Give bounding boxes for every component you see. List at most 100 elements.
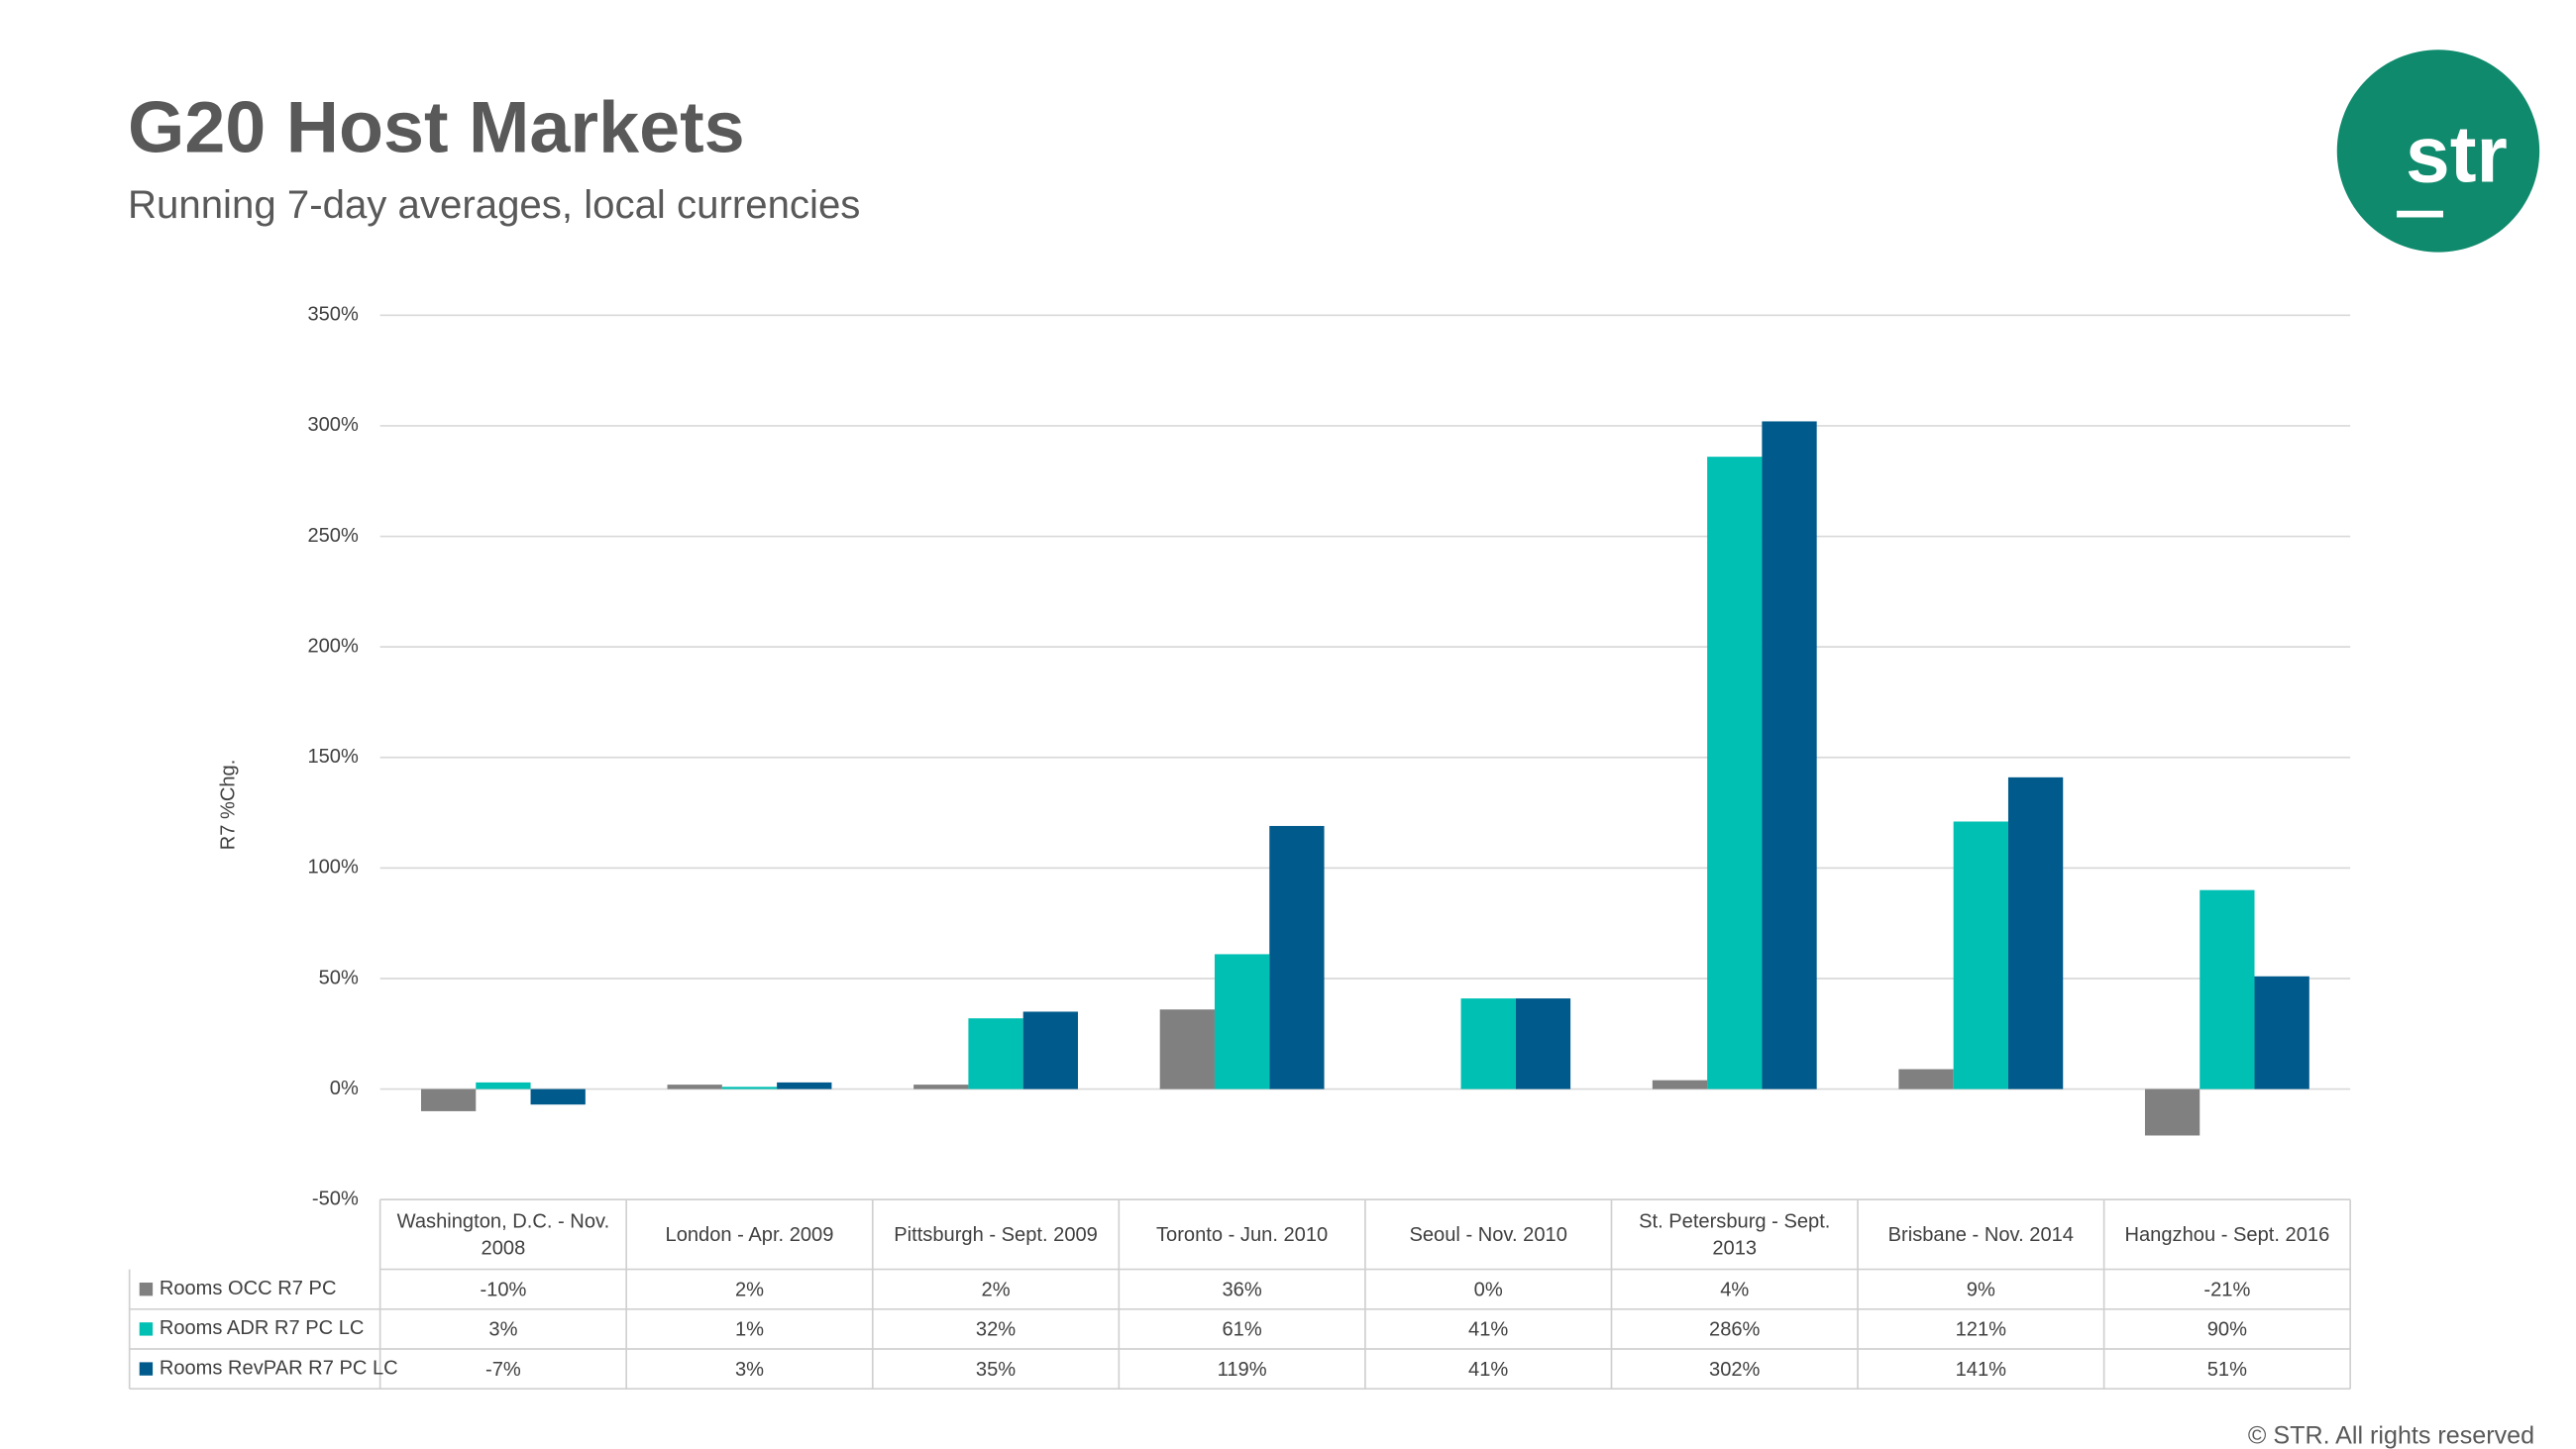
data-label: 36% bbox=[1222, 1277, 1262, 1301]
bar bbox=[1269, 825, 1325, 1089]
x-tick-label-box: Seoul - Nov. 2010 bbox=[1409, 1222, 1567, 1246]
bar bbox=[968, 1018, 1023, 1089]
bar bbox=[1898, 1069, 1954, 1089]
y-tick-label: 200% bbox=[307, 635, 359, 657]
data-label-box: 36% bbox=[1222, 1277, 1262, 1301]
data-label-box: 119% bbox=[1217, 1357, 1267, 1381]
bar bbox=[2144, 1088, 2200, 1136]
bar bbox=[2007, 776, 2064, 1089]
bar bbox=[721, 1087, 778, 1089]
logo-underline bbox=[2397, 210, 2443, 218]
data-label-box: 286% bbox=[1709, 1317, 1760, 1340]
data-label-box: 61% bbox=[1222, 1316, 1262, 1341]
x-tick-label-box: Hangzhou - Sept. 2016 bbox=[2124, 1222, 2330, 1246]
data-label-box: 0% bbox=[1473, 1277, 1503, 1301]
bar bbox=[1707, 457, 1763, 1089]
data-label-box: -7% bbox=[485, 1357, 521, 1381]
y-tick-label: 350% bbox=[307, 304, 359, 326]
bar bbox=[2200, 889, 2255, 1089]
x-tick-label-box: Brisbane - Nov. 2014 bbox=[1887, 1222, 2074, 1246]
data-label: 141% bbox=[1955, 1357, 2007, 1381]
x-tick-label-box: Pittsburgh - Sept. 2009 bbox=[894, 1222, 1098, 1246]
data-label: 41% bbox=[1468, 1316, 1509, 1341]
data-label: 61% bbox=[1222, 1316, 1262, 1341]
bar bbox=[530, 1088, 586, 1105]
bar bbox=[476, 1082, 531, 1089]
x-tick-label-box: Washington, D.C. - Nov. 2008 bbox=[396, 1208, 610, 1260]
data-label-box: 41% bbox=[1468, 1316, 1509, 1341]
bar bbox=[1159, 1009, 1215, 1089]
x-tick-label: Toronto - Jun. 2010 bbox=[1156, 1222, 1329, 1246]
legend-swatch bbox=[139, 1282, 154, 1296]
data-label: -7% bbox=[485, 1357, 521, 1381]
data-label: 121% bbox=[1955, 1316, 2007, 1341]
data-label: 3% bbox=[488, 1316, 518, 1341]
bar bbox=[777, 1082, 832, 1089]
logo: str bbox=[2406, 111, 2508, 200]
x-tick-label-box: Toronto - Jun. 2010 bbox=[1156, 1222, 1329, 1246]
data-label: 119% bbox=[1217, 1357, 1267, 1381]
data-label: -10% bbox=[480, 1277, 527, 1301]
data-label: 4% bbox=[1720, 1277, 1750, 1301]
x-tick-label: Brisbane - Nov. 2014 bbox=[1887, 1222, 2074, 1246]
x-tick-label: St. Petersburg - Sept. 2013 bbox=[1639, 1208, 1831, 1260]
x-tick-label: London - Apr. 2009 bbox=[665, 1222, 834, 1246]
data-label-box: 121% bbox=[1955, 1316, 2007, 1341]
data-label: 41% bbox=[1468, 1357, 1509, 1381]
legend-swatch bbox=[139, 1362, 154, 1376]
legend-label: Rooms ADR R7 PC LC bbox=[160, 1317, 365, 1339]
data-label-box: 3% bbox=[734, 1357, 765, 1381]
data-label-box: 35% bbox=[976, 1357, 1016, 1380]
bar bbox=[1460, 998, 1516, 1089]
data-label: 302% bbox=[1709, 1357, 1761, 1381]
legend-swatch bbox=[139, 1322, 154, 1336]
data-label-box: 2% bbox=[734, 1277, 765, 1301]
data-label-box: 90% bbox=[2206, 1316, 2248, 1341]
data-label-box: 4% bbox=[1720, 1277, 1750, 1301]
data-label-box: 1% bbox=[735, 1317, 764, 1340]
x-tick-label: Washington, D.C. - Nov. 2008 bbox=[396, 1208, 610, 1260]
data-label: 0% bbox=[1473, 1277, 1503, 1301]
data-label: 32% bbox=[975, 1316, 1017, 1341]
data-label-box: 3% bbox=[488, 1316, 518, 1341]
x-tick-label: Hangzhou - Sept. 2016 bbox=[2124, 1222, 2330, 1246]
data-label-box: 2% bbox=[981, 1277, 1011, 1301]
x-tick-label-box: St. Petersburg - Sept. 2013 bbox=[1639, 1208, 1831, 1260]
data-label-box: 32% bbox=[975, 1316, 1017, 1341]
logo-circle bbox=[2336, 50, 2540, 253]
data-label: 2% bbox=[981, 1277, 1011, 1301]
y-tick-label: -50% bbox=[312, 1189, 359, 1210]
bar bbox=[2254, 976, 2309, 1089]
x-tick-label: Pittsburgh - Sept. 2009 bbox=[894, 1222, 1098, 1246]
bar bbox=[1652, 1080, 1708, 1089]
chart-subtitle: Running 7-day averages, local currencies bbox=[128, 182, 860, 227]
bar bbox=[913, 1085, 969, 1089]
bar bbox=[1214, 954, 1270, 1089]
data-label-box: 302% bbox=[1709, 1357, 1761, 1381]
bar bbox=[1953, 821, 2008, 1089]
bar bbox=[420, 1088, 477, 1111]
data-label-box: 51% bbox=[2206, 1357, 2248, 1381]
data-label: 51% bbox=[2206, 1357, 2248, 1381]
y-axis-label: R7 %Chg. bbox=[217, 760, 239, 851]
legend-label: Rooms RevPAR R7 PC LC bbox=[160, 1357, 398, 1379]
bar bbox=[1022, 1011, 1078, 1089]
x-tick-label-box: London - Apr. 2009 bbox=[665, 1222, 834, 1246]
data-label-box: -21% bbox=[2203, 1277, 2251, 1301]
data-label-box: 9% bbox=[1966, 1277, 1995, 1301]
bar bbox=[667, 1085, 722, 1089]
data-label: 9% bbox=[1966, 1277, 1995, 1301]
data-label: 3% bbox=[734, 1357, 765, 1381]
y-tick-label: 0% bbox=[330, 1078, 359, 1099]
chart-title: G20 Host Markets bbox=[128, 85, 745, 167]
data-label-box: -10% bbox=[480, 1277, 527, 1301]
data-label: 2% bbox=[734, 1277, 765, 1301]
y-tick-label: 250% bbox=[307, 525, 359, 547]
bar bbox=[1762, 421, 1817, 1089]
data-label: -21% bbox=[2203, 1277, 2251, 1301]
data-label: 90% bbox=[2206, 1316, 2248, 1341]
x-tick-label: Seoul - Nov. 2010 bbox=[1409, 1222, 1567, 1246]
y-tick-label: 300% bbox=[307, 414, 359, 436]
y-tick-label: 50% bbox=[319, 967, 359, 988]
data-label-box: 141% bbox=[1955, 1357, 2007, 1381]
